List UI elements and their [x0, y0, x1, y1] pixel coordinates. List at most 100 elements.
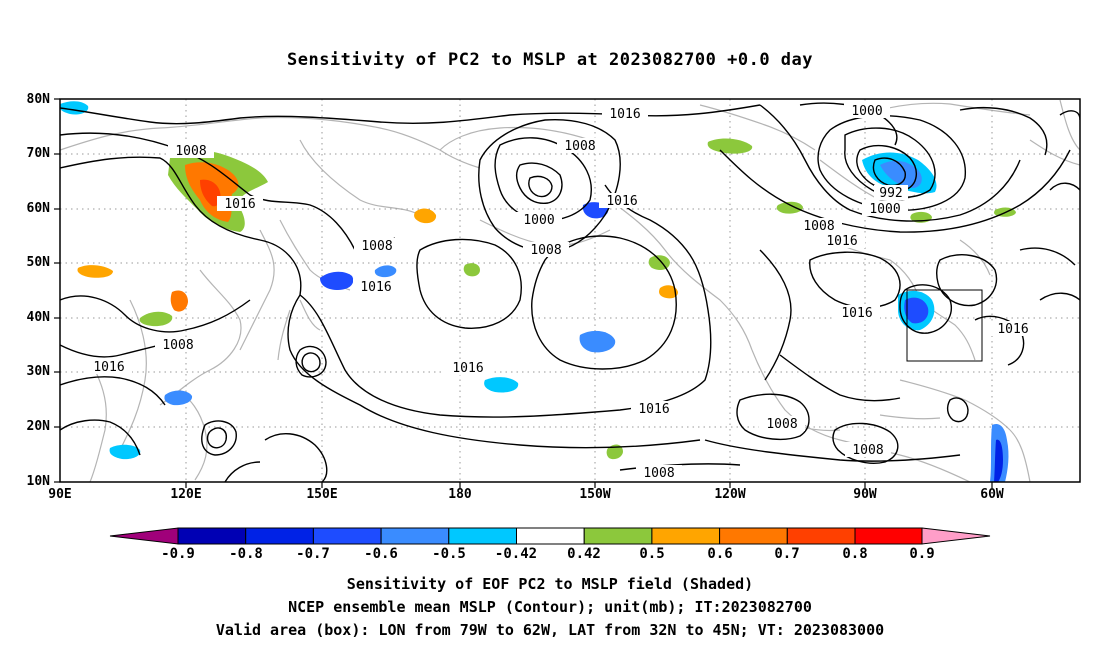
shading-positive-hudson [776, 201, 803, 214]
colorbar-bin-10 [786, 527, 856, 545]
axis-ticks [54, 98, 993, 488]
svg-text:1016: 1016 [360, 280, 391, 295]
lon-label-150e: 150E [306, 487, 338, 502]
contour-label-1008-car: 1008 [845, 442, 891, 458]
contour-label-1016-gulf: 1016 [353, 279, 399, 295]
svg-text:992: 992 [879, 186, 902, 201]
colorbar-bin-11 [854, 527, 923, 545]
colorbar-bin-4 [380, 527, 450, 545]
shading-positive-bering [414, 208, 437, 224]
shading-positive-siberia-inner [200, 179, 221, 207]
lat-label-30n: 30N [26, 364, 50, 379]
lon-label-90w: 90W [853, 487, 877, 502]
svg-text:1016: 1016 [638, 402, 669, 417]
caption-contour: NCEP ensemble mean MSLP (Contour); unit(… [288, 598, 812, 616]
colorbar-label-4: -0.6 [364, 546, 398, 562]
shading-positive-alaska [707, 138, 753, 154]
lon-label-120w: 120W [714, 487, 746, 502]
svg-text:1000: 1000 [869, 202, 900, 217]
svg-text:1016: 1016 [452, 361, 483, 376]
colorbar-bin-2 [245, 527, 314, 545]
svg-text:1016: 1016 [606, 194, 637, 209]
colorbar-bin-5 [448, 527, 517, 545]
svg-text:1008: 1008 [530, 243, 561, 258]
lat-label-20n: 20N [26, 419, 50, 434]
lat-label-80n: 80N [26, 92, 50, 107]
contour-label-1008-nw: 1008 [168, 143, 214, 159]
svg-text:1008: 1008 [852, 443, 883, 458]
shading-positive-tropics [606, 444, 623, 460]
colorbar-bin-9 [719, 527, 788, 545]
svg-text:1000: 1000 [851, 104, 882, 119]
svg-text:1008: 1008 [766, 417, 797, 432]
lat-label-10n: 10N [26, 474, 50, 489]
svg-text:1008: 1008 [361, 239, 392, 254]
svg-text:1008: 1008 [803, 219, 834, 234]
shading-negative-kurils [320, 271, 354, 290]
contour-label-1016-kam: 1016 [599, 193, 645, 209]
lon-label-60w: 60W [980, 487, 1004, 502]
colorbar-bin-7 [583, 527, 653, 545]
colorbar-label-9: 0.6 [707, 546, 733, 562]
colorbar-label-3: -0.7 [296, 546, 330, 562]
contour-label-1008-kur: 1008 [354, 238, 400, 254]
svg-text:1000: 1000 [523, 213, 554, 228]
caption-valid-area: Valid area (box): LON from 79W to 62W, L… [215, 621, 885, 639]
colorbar-label-8: 0.5 [639, 546, 665, 562]
colorbar-label-11: 0.8 [842, 546, 868, 562]
contour-label-1008-ne: 1008 [796, 218, 842, 234]
svg-text:1016: 1016 [93, 360, 124, 375]
lon-label-180: 180 [448, 487, 472, 502]
svg-text:1008: 1008 [162, 338, 193, 353]
colorbar-bin-8 [651, 527, 721, 545]
shading-positive-gulf [648, 255, 670, 270]
colorbar-label-7: 0.42 [567, 546, 601, 562]
svg-text:1008: 1008 [175, 144, 206, 159]
mslp-contours [60, 102, 1080, 482]
colorbar-label-1: -0.9 [161, 546, 195, 562]
contour-label-1016-top: 1016 [602, 106, 648, 122]
contour-label-1000-top: 1000 [844, 103, 890, 119]
lat-label-50n: 50N [26, 255, 50, 270]
svg-text:1016: 1016 [826, 234, 857, 249]
colorbar-label-5: -0.5 [432, 546, 466, 562]
contour-label-1000-aleut: 1000 [516, 212, 562, 228]
svg-text:1016: 1016 [609, 107, 640, 122]
colorbar-bin-3 [312, 527, 382, 545]
contour-label-1008-aleut: 1008 [523, 242, 569, 258]
caption-shaded: Sensitivity of EOF PC2 to MSLP field (Sh… [346, 575, 754, 593]
colorbar-label-12: 0.9 [909, 546, 935, 562]
map-frame [59, 98, 1081, 483]
contour-label-1016-ne: 1016 [819, 233, 865, 249]
contour-label-1008-south: 1008 [636, 465, 682, 481]
svg-text:1016: 1016 [841, 306, 872, 321]
svg-text:1008: 1008 [643, 466, 674, 481]
colorbar [109, 527, 991, 545]
shading-positive-india [77, 265, 113, 278]
colorbar-over-triangle [921, 527, 991, 545]
shading-negative-northeast-core [880, 160, 922, 188]
lon-label-120e: 120E [170, 487, 202, 502]
colorbar-label-2: -0.8 [229, 546, 263, 562]
shading-positive-china [139, 311, 173, 327]
contour-label-1016-atl: 1016 [834, 305, 880, 321]
colorbar-under-triangle [109, 527, 179, 545]
svg-text:1016: 1016 [997, 322, 1028, 337]
colorbar-bin-1 [177, 527, 247, 545]
contour-label-1016-w: 1016 [86, 359, 132, 375]
shading-negative-caribbean-core [994, 439, 1003, 482]
graticule [60, 99, 1080, 482]
shading-negative-atlantic-core [904, 297, 929, 324]
shading-negative-india [109, 444, 141, 460]
shading-positive-pnw [659, 285, 678, 299]
shading-negative-southpac [484, 377, 519, 393]
shading-positive-china-2 [170, 290, 188, 312]
lat-label-70n: 70N [26, 146, 50, 161]
contour-label-1008-w: 1008 [155, 337, 201, 353]
lat-label-60n: 60N [26, 201, 50, 216]
lat-label-40n: 40N [26, 310, 50, 325]
colorbar-bin-6 [516, 527, 585, 545]
contour-label-1016-south: 1016 [631, 401, 677, 417]
colorbar-label-6: -0.42 [494, 546, 538, 562]
